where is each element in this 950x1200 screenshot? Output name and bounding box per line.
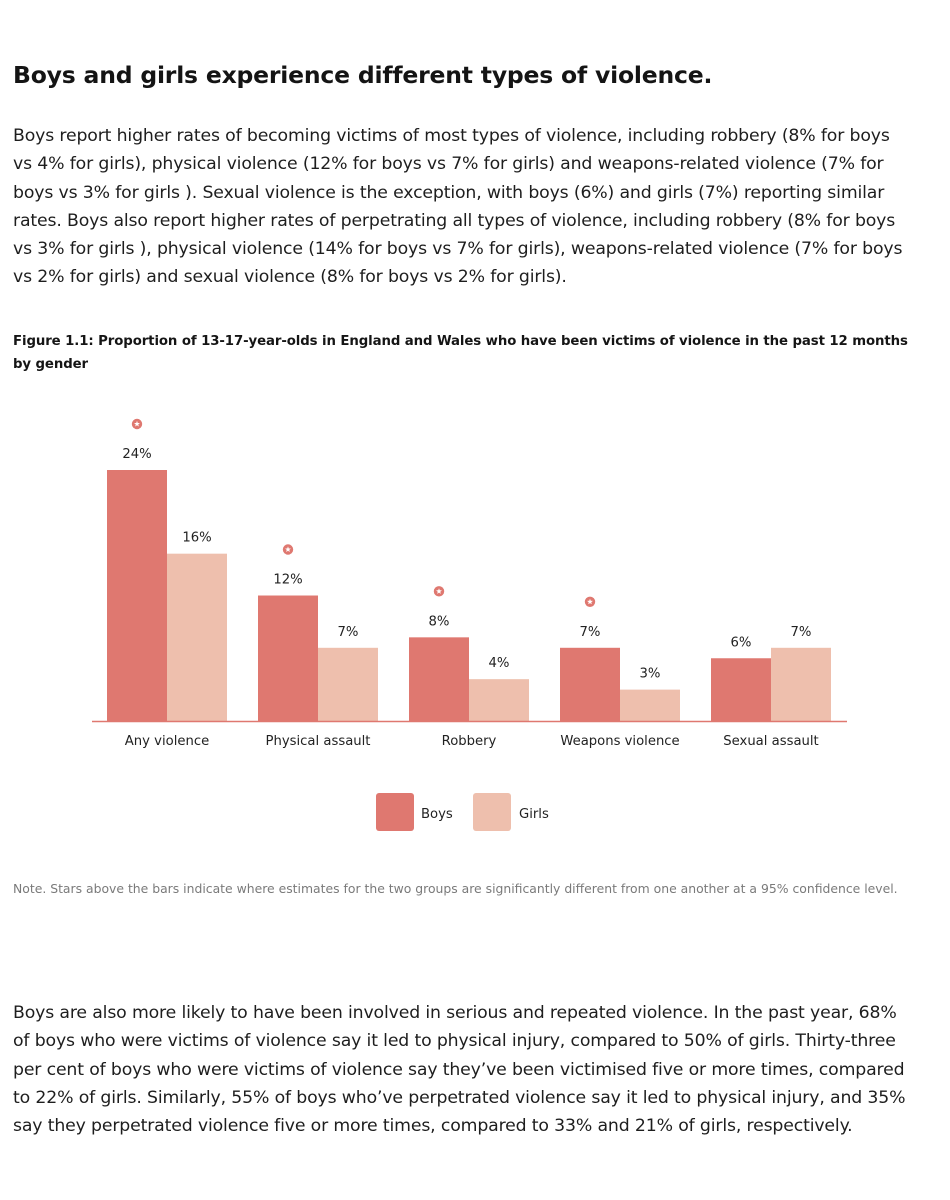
data-label-girls-robbery: 4%: [489, 656, 510, 671]
data-label-boys-weapons-violence: 7%: [580, 625, 601, 640]
bar-chart-svg: 24% 16% Any violence 12% 7% Physical assault 8…: [92, 418, 847, 831]
chart-note: Note. Stars above the bars indicate wher…: [13, 881, 898, 896]
star-icon: [584, 596, 596, 607]
section-heading: Boys and girls experience different type…: [13, 61, 713, 89]
bar-boys-robbery: [409, 637, 469, 721]
star-icon: [433, 586, 445, 597]
x-tick-label-robbery: Robbery: [442, 734, 497, 749]
x-tick-label-any-violence: Any violence: [125, 734, 209, 749]
star-icon: [131, 418, 143, 430]
bar-girls-robbery: [469, 679, 529, 721]
x-tick-label-weapons-violence: Weapons violence: [560, 734, 679, 749]
data-label-girls-physical-assault: 7%: [338, 625, 359, 640]
bar-boys-any-violence: [107, 470, 167, 721]
legend-label-boys: Boys: [421, 807, 453, 822]
intro-paragraph: Boys report higher rates of becoming vic…: [13, 126, 903, 288]
x-tick-label-physical-assault: Physical assault: [266, 734, 371, 749]
bar-girls-physical-assault: [318, 647, 378, 721]
bar-girls-any-violence: [167, 553, 227, 721]
data-label-girls-sexual-assault: 7%: [791, 625, 812, 640]
data-label-girls-any-violence: 16%: [182, 531, 211, 546]
data-label-boys-robbery: 8%: [429, 614, 450, 629]
bar-girls-weapons-violence: [620, 689, 680, 721]
data-label-girls-weapons-violence: 3%: [640, 667, 661, 682]
data-label-boys-any-violence: 24%: [122, 447, 151, 462]
bar-boys-weapons-violence: [560, 647, 620, 721]
legend-label-girls: Girls: [519, 807, 549, 822]
bar-girls-sexual-assault: [771, 647, 831, 721]
legend-swatch-boys: [376, 793, 414, 831]
bar-chart: 24% 16% Any violence 12% 7% Physical assault 8…: [0, 395, 950, 855]
bar-boys-sexual-assault: [711, 658, 771, 721]
figure-caption: Figure 1.1: Proportion of 13-17-year-old…: [13, 334, 908, 372]
legend-swatch-girls: [473, 793, 511, 831]
x-tick-label-sexual-assault: Sexual assault: [723, 734, 818, 749]
data-label-boys-physical-assault: 12%: [273, 573, 302, 588]
bar-boys-physical-assault: [258, 595, 318, 721]
outro-paragraph: Boys are also more likely to have been i…: [13, 1003, 906, 1137]
star-icon: [282, 544, 294, 555]
data-label-boys-sexual-assault: 6%: [731, 635, 752, 650]
